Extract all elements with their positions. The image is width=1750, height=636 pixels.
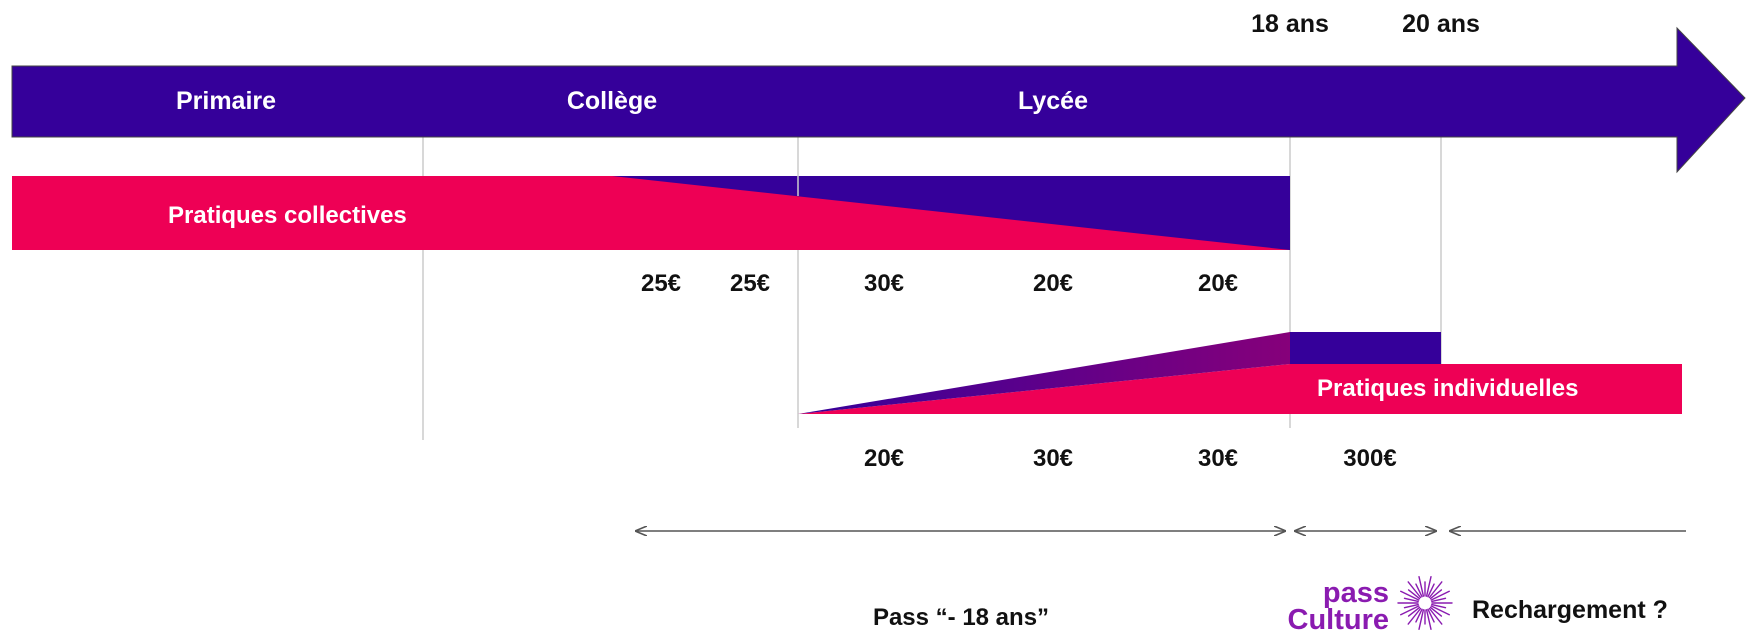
individual-amount: 20€ [864,445,904,472]
sunburst-ray [1430,605,1451,616]
collective-amount: 30€ [864,270,904,297]
individual-wedge-purple [798,332,1290,414]
sunburst-ray [1399,590,1420,601]
individual-amount: 30€ [1033,445,1073,472]
recharge-label: Rechargement ? [1472,596,1668,624]
sunburst-ray [1415,608,1423,623]
individual-amounts: 20€ 30€ 30€ 300€ [864,445,1397,472]
sunburst-ray [1418,609,1425,630]
stage-college-label: Collège [567,87,657,115]
sunburst-ray [1428,581,1443,599]
sunburst-ray [1430,590,1451,601]
sunburst-icon [1397,576,1453,630]
sunburst-ray [1407,581,1422,599]
sunburst-ray [1415,583,1423,598]
sunburst-ray [1407,589,1421,600]
sunburst-ray [1431,597,1447,603]
sunburst-ray [1407,607,1422,625]
sunburst-ray [1429,589,1443,600]
sunburst-ray [1429,606,1443,617]
sunburst-ray [1425,609,1432,630]
sunburst-ray [1428,607,1443,625]
sunburst-ray [1427,608,1435,623]
individual-amount: 30€ [1198,445,1238,472]
sunburst-ray [1407,606,1421,617]
stage-lycee-label: Lycée [1018,87,1088,115]
collective-wedge [612,176,1290,250]
collective-label: Pratiques collectives [168,202,407,229]
collective-amount: 25€ [730,270,770,297]
pass-culture-logo-word2: Culture [1288,604,1390,636]
individual-amount: 300€ [1343,445,1396,472]
collective-amounts: 25€ 25€ 30€ 20€ 20€ [641,270,1238,297]
pass-culture-logo: pass Culture [1288,576,1453,636]
age-20-label: 20 ans [1402,10,1480,38]
sunburst-ray [1418,576,1425,597]
collective-amount: 20€ [1033,270,1073,297]
sunburst-ray [1431,603,1447,609]
sunburst-ray [1427,583,1435,598]
pass-culture-logo-word1: pass [1323,577,1389,609]
individual-label: Pratiques individuelles [1317,375,1578,402]
stage-primaire-label: Primaire [176,87,276,115]
pass-culture-band [1290,332,1441,364]
pass-minus18-label: Pass “- 18 ans” [873,604,1049,631]
sunburst-ray [1403,597,1419,603]
collective-amount: 20€ [1198,270,1238,297]
sunburst-ray [1403,603,1419,609]
age-18-label: 18 ans [1251,10,1329,38]
individual-band [1290,364,1682,414]
school-timeline-arrow [11,26,1746,174]
sunburst-ray [1425,576,1432,597]
sunburst-ray [1399,605,1420,616]
collective-amount: 25€ [641,270,681,297]
